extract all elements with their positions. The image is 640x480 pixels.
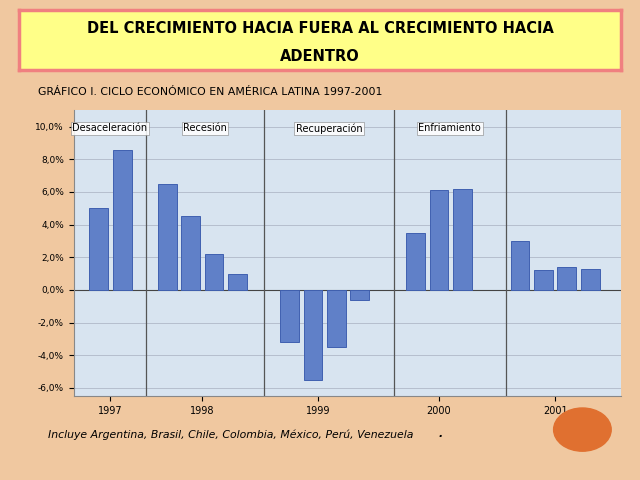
Text: .: .: [439, 430, 443, 439]
Bar: [511, 241, 529, 290]
Bar: [113, 150, 132, 290]
Text: ADENTRO: ADENTRO: [280, 49, 360, 64]
Text: DEL CRECIMIENTO HACIA FUERA AL CRECIMIENTO HACIA: DEL CRECIMIENTO HACIA FUERA AL CRECIMIEN…: [86, 21, 554, 36]
Bar: [453, 189, 472, 290]
Bar: [581, 269, 600, 290]
Bar: [351, 290, 369, 300]
Bar: [90, 208, 108, 290]
Text: Enfriamiento: Enfriamiento: [419, 123, 481, 133]
Bar: [205, 254, 223, 290]
Bar: [429, 191, 449, 290]
Bar: [557, 267, 576, 290]
Text: Desaceleración: Desaceleración: [72, 123, 147, 133]
Bar: [181, 216, 200, 290]
Bar: [406, 233, 425, 290]
Text: Recesión: Recesión: [183, 123, 227, 133]
Bar: [280, 290, 299, 342]
Bar: [303, 290, 323, 380]
Text: Recuperación: Recuperación: [296, 123, 362, 134]
Bar: [327, 290, 346, 347]
Bar: [534, 270, 553, 290]
Bar: [158, 184, 177, 290]
Text: Incluye Argentina, Brasil, Chile, Colombia, México, Perú, Venezuela: Incluye Argentina, Brasil, Chile, Colomb…: [49, 429, 413, 440]
Bar: [228, 274, 247, 290]
Text: GRÁFICO I. CICLO ECONÓMICO EN AMÉRICA LATINA 1997-2001: GRÁFICO I. CICLO ECONÓMICO EN AMÉRICA LA…: [38, 86, 382, 96]
